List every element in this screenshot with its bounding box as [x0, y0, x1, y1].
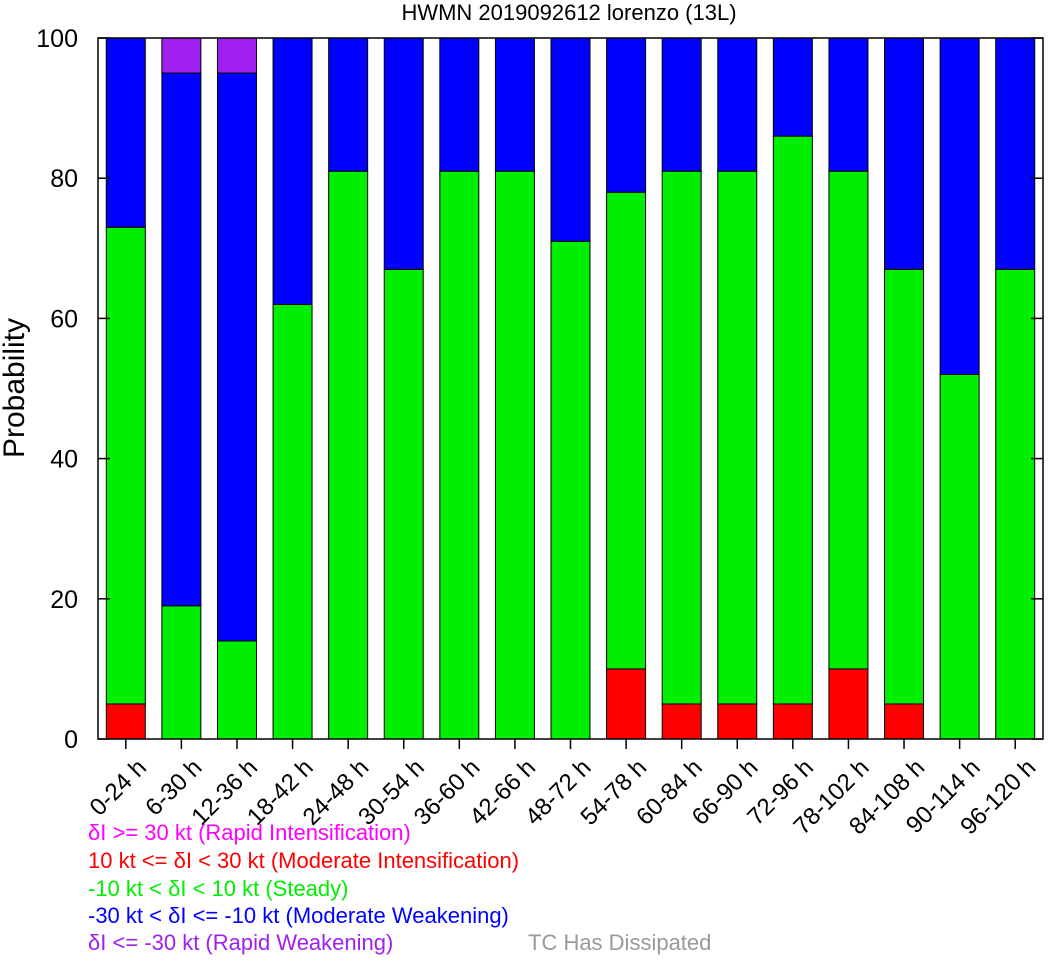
bar-moderate-weakening-42-66h: [494, 37, 535, 172]
bar-moderate-weakening-36-60h: [439, 37, 480, 172]
bar-moderate-weakening-90-114h: [939, 37, 980, 375]
y-axis: 0 20 40 60 80 100: [36, 25, 1043, 754]
bar-steady-84-108h: [884, 268, 925, 705]
bar-steady-42-66h: [494, 170, 535, 740]
y-tick-label-0: 0: [64, 726, 78, 754]
bar-moderate-intensification-66-90h: [717, 703, 758, 740]
bar-moderate-weakening-60-84h: [661, 37, 702, 172]
bar-steady-66-90h: [717, 170, 758, 705]
y-tick-label-60: 60: [50, 305, 78, 333]
bar-moderate-intensification-60-84h: [661, 703, 702, 740]
y-tick-label-80: 80: [50, 165, 78, 193]
y-axis-label: Probability: [0, 318, 31, 458]
chart-title: HWMN 2019092612 lorenzo (13L): [401, 0, 736, 25]
y-tick-label-100: 100: [36, 25, 78, 53]
bar-steady-96-120h: [995, 268, 1036, 740]
bar-moderate-weakening-24-48h: [328, 37, 369, 172]
bar-steady-12-36h: [216, 640, 257, 740]
bar-moderate-weakening-84-108h: [884, 37, 925, 270]
legend-moderate-weakening: -30 kt < δI <= -10 kt (Moderate Weakenin…: [88, 903, 509, 928]
bar-steady-54-78h: [606, 191, 647, 670]
bar-steady-24-48h: [328, 170, 369, 740]
bar-steady-30-54h: [383, 268, 424, 740]
bar-moderate-weakening-96-120h: [995, 37, 1036, 270]
bar-moderate-weakening-54-78h: [606, 37, 647, 193]
bar-rapid-weakening-12-36h: [216, 37, 257, 74]
bar-moderate-weakening-12-36h: [216, 72, 257, 642]
bar-moderate-weakening-72-96h: [772, 37, 813, 137]
bar-moderate-intensification-72-96h: [772, 703, 813, 740]
bars-group: [105, 37, 1036, 740]
bar-steady-36-60h: [439, 170, 480, 740]
bar-steady-90-114h: [939, 373, 980, 740]
bar-steady-0-24h: [105, 226, 146, 705]
bar-steady-48-72h: [550, 240, 591, 740]
bar-moderate-intensification-0-24h: [105, 703, 146, 740]
x-tick-label-0-24h: 0-24 h: [85, 754, 152, 821]
legend-steady: -10 kt < δI < 10 kt (Steady): [88, 876, 349, 901]
bar-steady-78-102h: [828, 170, 869, 670]
bar-moderate-weakening-78-102h: [828, 37, 869, 172]
bar-moderate-intensification-78-102h: [828, 668, 869, 740]
bar-moderate-weakening-6-30h: [161, 72, 202, 607]
bar-steady-60-84h: [661, 170, 702, 705]
bar-moderate-weakening-30-54h: [383, 37, 424, 270]
legend-rapid-intensification: δI >= 30 kt (Rapid Intensification): [88, 820, 411, 845]
bar-moderate-weakening-48-72h: [550, 37, 591, 242]
bar-steady-72-96h: [772, 135, 813, 705]
legend-dissipated: TC Has Dissipated: [528, 930, 712, 955]
bar-moderate-intensification-54-78h: [606, 668, 647, 740]
legend-moderate-intensification: 10 kt <= δI < 30 kt (Moderate Intensific…: [88, 848, 520, 873]
bar-steady-6-30h: [161, 605, 202, 740]
y-tick-label-20: 20: [50, 586, 78, 614]
y-tick-label-40: 40: [50, 446, 78, 474]
bar-moderate-intensification-84-108h: [884, 703, 925, 740]
bar-moderate-weakening-18-42h: [272, 37, 313, 305]
bar-rapid-weakening-6-30h: [161, 37, 202, 74]
bar-moderate-weakening-0-24h: [105, 37, 146, 228]
legend-rapid-weakening: δI <= -30 kt (Rapid Weakening): [88, 930, 394, 955]
bar-moderate-weakening-66-90h: [717, 37, 758, 172]
bar-steady-18-42h: [272, 303, 313, 740]
